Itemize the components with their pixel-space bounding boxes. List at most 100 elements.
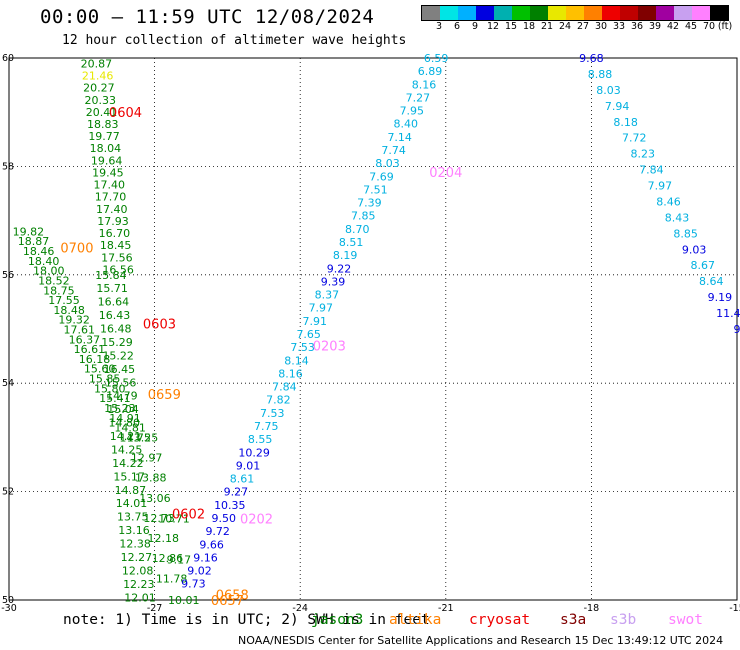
wave-height-label: 19.77 (88, 130, 120, 143)
wave-height-label: 6.89 (418, 65, 443, 78)
color-swatch (710, 6, 728, 20)
satellite-legend-item: swot (668, 612, 703, 628)
wave-height-label: 20.87 (81, 57, 113, 70)
color-scale-label: 18 (522, 21, 536, 32)
wave-height-label: 17.40 (93, 179, 125, 192)
color-scale-label: 36 (630, 21, 644, 32)
x-tick-label: -30 (1, 603, 17, 614)
wave-height-label: 7.75 (254, 420, 279, 433)
wave-height-label: 8.88 (588, 68, 613, 81)
wave-height-label: 12.38 (119, 538, 151, 551)
wave-height-label: 7.84 (272, 381, 297, 394)
y-tick-label: 58 (2, 161, 14, 172)
x-tick-label: -24 (292, 603, 308, 614)
wave-height-label: 7.91 (303, 315, 328, 328)
color-scale-label: (ft) (717, 21, 733, 32)
color-scale-label: 30 (594, 21, 608, 32)
wave-height-label: 18.45 (100, 239, 132, 252)
wave-height-label: 9.72 (205, 525, 230, 538)
wave-height-label: 18.87 (18, 235, 50, 248)
wave-height-label: 14.75 (119, 431, 151, 444)
wave-height-label: 12.08 (122, 564, 154, 577)
wave-height-label: 7.27 (406, 91, 431, 104)
color-scale-label: 12 (486, 21, 500, 32)
wave-height-label: 15.71 (96, 282, 128, 295)
x-tick-label: -27 (147, 603, 163, 614)
wave-height-label: 7.72 (622, 132, 647, 145)
color-swatch (602, 6, 620, 20)
wave-height-label: 9.22 (327, 262, 352, 275)
wave-height-label: 8.43 (665, 211, 690, 224)
wave-height-label: 15.41 (99, 392, 131, 405)
color-scale-label: 33 (612, 21, 626, 32)
page-subtitle: 12 hour collection of altimeter wave hei… (62, 33, 407, 48)
wave-height-label: 9 (734, 323, 740, 336)
color-scale-label: 24 (558, 21, 572, 32)
color-swatch (692, 6, 710, 20)
color-scale-label: 3 (435, 21, 443, 32)
wave-height-label: 9.73 (181, 578, 206, 591)
color-swatch (674, 6, 692, 20)
wave-height-label: 9.66 (199, 538, 224, 551)
wave-height-label: 7.51 (363, 183, 388, 196)
wave-height-label: 18.40 (28, 255, 60, 268)
wave-height-label: 8.55 (248, 433, 273, 446)
pass-time-label: 0603 (143, 318, 176, 333)
wave-height-label: 8.19 (333, 249, 358, 262)
wave-height-label: 13.06 (139, 492, 171, 505)
wave-height-label: 9.16 (193, 551, 218, 564)
color-swatch (476, 6, 494, 20)
wave-height-label: 16.56 (102, 263, 134, 276)
wave-height-label: 12.27 (121, 551, 153, 564)
wave-height-label: 8.14 (284, 354, 309, 367)
wave-height-label: 20.27 (83, 82, 115, 95)
color-swatch (620, 6, 638, 20)
color-swatch (494, 6, 512, 20)
satellite-legend-item: cryosat (469, 612, 531, 628)
wave-height-label: 10.29 (238, 446, 270, 459)
wave-height-label: 14.79 (106, 390, 138, 403)
wave-height-label: 8.61 (230, 473, 255, 486)
wave-height-label: 17.70 (95, 191, 127, 204)
wave-height-label: 7.94 (605, 100, 630, 113)
wave-height-label: 20.41 (86, 106, 118, 119)
wave-height-label: 11.4 (716, 307, 740, 320)
pass-time-label: 0659 (148, 388, 181, 403)
wave-height-label: 15.17 (113, 470, 145, 483)
wave-height-label: 8.18 (613, 116, 638, 129)
wave-height-label: 7.14 (387, 131, 412, 144)
wave-height-label: 10.01 (168, 594, 200, 607)
wave-height-label: 9.17 (167, 553, 192, 566)
wave-height-label: 8.16 (278, 367, 303, 380)
color-swatch (548, 6, 566, 20)
wave-height-label: 8.16 (412, 78, 437, 91)
wave-height-label: 8.70 (345, 223, 370, 236)
wave-height-label: 16.45 (104, 363, 136, 376)
wave-height-label: 7.95 (400, 105, 425, 118)
wave-height-label: 9.39 (321, 275, 346, 288)
wave-height-label: 14.01 (116, 497, 148, 510)
wave-height-label: 9.27 (224, 486, 249, 499)
color-swatch (566, 6, 584, 20)
color-swatch (458, 6, 476, 20)
wave-height-label: 13.75 (117, 511, 149, 524)
wave-height-label: 13.16 (118, 524, 150, 537)
wave-height-label: 10.71 (158, 513, 190, 526)
wave-height-label: 12.86 (152, 552, 184, 565)
wave-height-label: 17.93 (97, 215, 129, 228)
wave-height-label: 7.84 (639, 164, 664, 177)
wave-height-label: 15.22 (102, 349, 134, 362)
wave-height-label: 15.56 (105, 376, 137, 389)
wave-height-label: 12.01 (124, 591, 156, 604)
wave-height-label: 19.82 (13, 225, 45, 238)
color-swatch (530, 6, 548, 20)
wave-height-label: 12.23 (123, 578, 155, 591)
wave-height-label: 18.52 (38, 274, 70, 287)
wave-height-label: 8.40 (394, 118, 419, 131)
wave-height-label: 16.64 (98, 296, 130, 309)
pass-time-label: 0602 (172, 507, 205, 522)
wave-height-label: 9.50 (212, 512, 237, 525)
wave-height-label: 7.53 (260, 407, 285, 420)
wave-height-label: 7.65 (296, 328, 321, 341)
wave-height-label: 17.61 (64, 324, 96, 337)
